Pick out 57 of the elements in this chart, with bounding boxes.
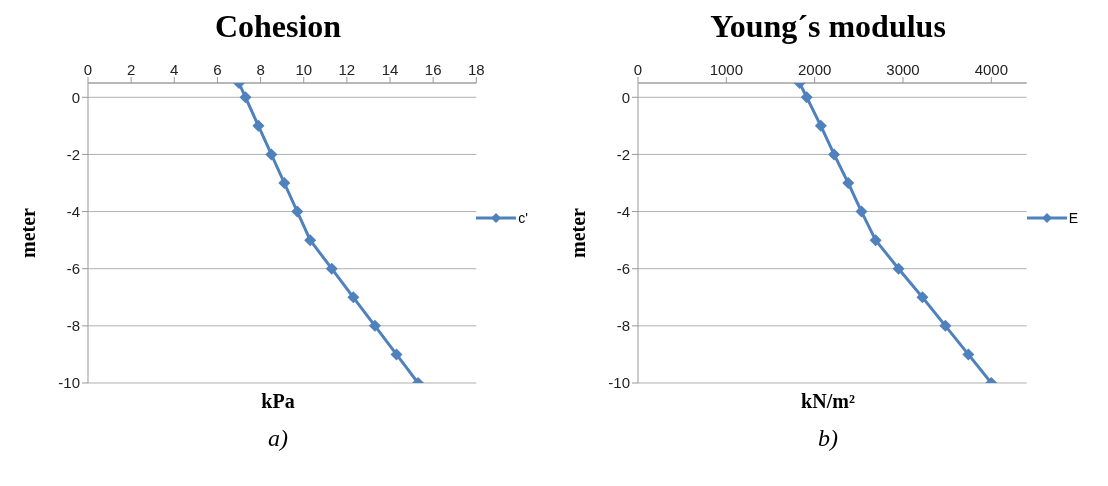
y-axis-title: meter <box>567 207 590 258</box>
point <box>239 91 252 104</box>
y-tick-label: -6 <box>616 260 630 278</box>
point <box>855 205 868 218</box>
legend-label: c' <box>518 210 528 226</box>
point <box>916 291 929 304</box>
x-tick-label: 16 <box>424 61 442 78</box>
y-tick-label: -8 <box>66 317 80 335</box>
point <box>390 348 403 361</box>
x-tick-label: 2 <box>126 61 136 78</box>
legend-label: E <box>1068 210 1078 226</box>
point <box>347 291 360 304</box>
x-tick-label: 2000 <box>797 61 832 78</box>
point <box>800 91 813 104</box>
y-tick-label: -4 <box>66 202 80 220</box>
x-tick-label: 4000 <box>974 61 1009 78</box>
x-tick-label: 10 <box>295 61 313 78</box>
point <box>828 148 841 161</box>
chart-title: Young´s modulus <box>710 8 946 46</box>
y-tick-label: -6 <box>66 260 80 278</box>
x-tick-label: 4 <box>170 61 179 78</box>
point <box>892 262 905 275</box>
x-tick-label: 1000 <box>709 61 744 78</box>
y-tick-label: 0 <box>621 88 630 106</box>
y-tick-label: -8 <box>616 317 630 335</box>
point <box>869 234 882 247</box>
x-tick-label: 14 <box>381 61 399 78</box>
x-tick-label: 0 <box>83 61 93 78</box>
point <box>842 177 855 189</box>
y-tick-label: -4 <box>616 202 630 220</box>
y-tick-label: -2 <box>616 145 630 163</box>
point <box>962 348 975 361</box>
x-axis-title: kN/m² <box>801 390 855 413</box>
x-tick-label: 6 <box>213 61 222 78</box>
y-tick-label: -10 <box>58 374 80 392</box>
x-tick-label: 8 <box>256 61 265 78</box>
point <box>325 262 338 275</box>
chart-title: Cohesion <box>214 8 342 46</box>
point <box>278 177 291 189</box>
point <box>291 205 304 218</box>
point <box>814 119 827 132</box>
point <box>939 319 952 332</box>
text: a) <box>268 425 288 452</box>
text: b) <box>818 425 838 452</box>
point <box>368 319 381 332</box>
x-tick-label: 0 <box>633 61 643 78</box>
x-axis-title: kPa <box>261 390 295 413</box>
x-tick-label: 3000 <box>886 61 920 78</box>
y-tick-label: -2 <box>66 145 80 163</box>
y-tick-label: -10 <box>608 374 630 392</box>
point <box>304 234 317 247</box>
point <box>265 148 278 161</box>
y-tick-label: 0 <box>71 88 80 106</box>
x-tick-label: 12 <box>338 61 356 78</box>
point <box>252 119 265 132</box>
y-axis-title: meter <box>17 207 40 258</box>
x-tick-label: 18 <box>467 61 485 78</box>
